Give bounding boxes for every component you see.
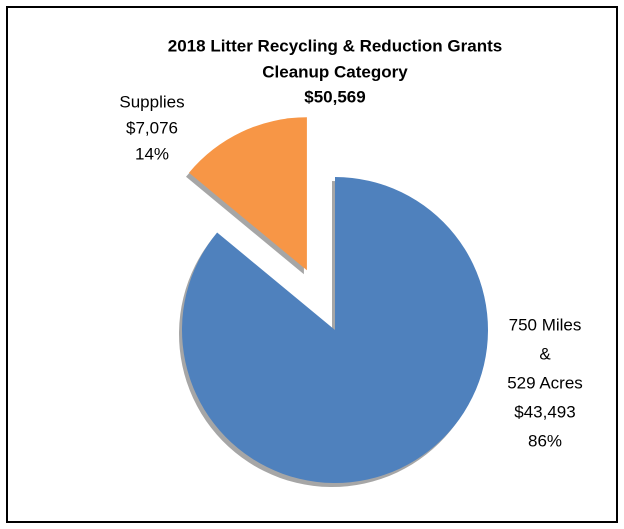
value-label: 86% xyxy=(528,431,562,450)
slice-label: Supplies xyxy=(119,92,184,111)
slice-label: & xyxy=(539,344,551,363)
slice xyxy=(182,177,489,483)
value-label: 14% xyxy=(135,144,169,163)
chart-subtitle: Cleanup Category xyxy=(262,62,408,81)
slice xyxy=(189,117,307,271)
amount-label: $43,493 xyxy=(514,402,575,421)
chart-title: 2018 Litter Recycling & Reduction Grants xyxy=(168,36,502,55)
amount-label: $7,076 xyxy=(126,118,178,137)
slice-label: 750 Miles xyxy=(509,315,582,334)
slice-label: 529 Acres xyxy=(507,373,583,392)
chart-total: $50,569 xyxy=(304,87,365,106)
